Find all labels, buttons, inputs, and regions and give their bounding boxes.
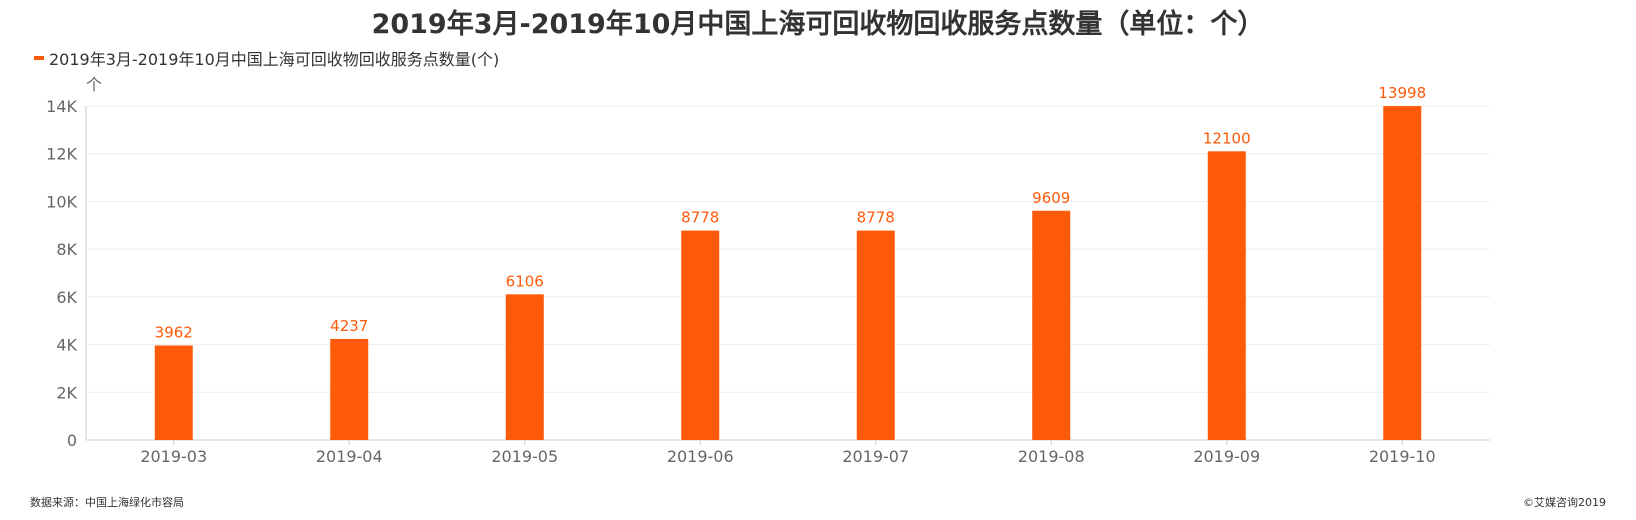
copyright: ©艾媒咨询2019	[1523, 496, 1606, 509]
data-source: 数据来源：中国上海绿化市容局	[30, 496, 184, 509]
bar[interactable]	[856, 230, 895, 440]
bar[interactable]	[505, 294, 544, 440]
bar[interactable]	[154, 345, 193, 440]
y-tick-label: 2K	[56, 383, 77, 402]
x-tick-label: 2019-10	[1369, 447, 1436, 466]
bar-data-label: 13998	[1378, 84, 1426, 102]
bar-data-label: 9609	[1032, 189, 1070, 207]
axes: 个 0 2K 4K 6K 8K 10K 12K 14K 2019-03 2019-04 2019-05…	[46, 75, 1490, 466]
y-tick-label: 6K	[56, 288, 77, 307]
bar-data-label: 3962	[155, 323, 193, 341]
x-tick-label: 2019-09	[1193, 447, 1260, 466]
y-tick-label: 14K	[46, 97, 77, 116]
bar[interactable]	[681, 230, 720, 440]
legend[interactable]: 2019年3月-2019年10月中国上海可回收物回收服务点数量(个)	[34, 46, 499, 70]
bar-data-label: 6106	[506, 272, 544, 290]
data-labels: 3962 4237 6106 8778 8778 9609 12100 13998	[155, 84, 1426, 341]
bar[interactable]	[1032, 210, 1071, 440]
x-tick-label: 2019-07	[842, 447, 909, 466]
y-tick-label: 0	[67, 431, 77, 450]
bar-data-label: 12100	[1203, 129, 1251, 147]
gridlines	[86, 105, 1490, 393]
chart-title: 2019年3月-2019年10月中国上海可回收物回收服务点数量（单位：个）	[371, 9, 1265, 40]
bar[interactable]	[1207, 151, 1246, 441]
y-tick-label: 8K	[56, 240, 77, 259]
x-tick-label: 2019-05	[491, 447, 558, 466]
bar[interactable]	[1383, 106, 1422, 440]
y-tick-label: 10K	[46, 192, 77, 211]
bar-data-label: 8778	[857, 209, 895, 227]
x-tick-label: 2019-06	[667, 447, 734, 466]
x-tick-label: 2019-03	[140, 447, 207, 466]
bar-data-label: 8778	[681, 209, 719, 227]
y-unit-label: 个	[86, 75, 102, 94]
y-tick-label: 4K	[56, 336, 77, 355]
bar[interactable]	[330, 338, 369, 440]
legend-swatch	[34, 56, 44, 60]
bar-data-label: 4237	[330, 317, 368, 335]
legend-label: 2019年3月-2019年10月中国上海可回收物回收服务点数量(个)	[49, 50, 500, 69]
y-tick-label: 12K	[46, 145, 77, 164]
bars	[154, 106, 1422, 441]
x-tick-label: 2019-04	[316, 447, 383, 466]
x-tick-label: 2019-08	[1018, 447, 1085, 466]
